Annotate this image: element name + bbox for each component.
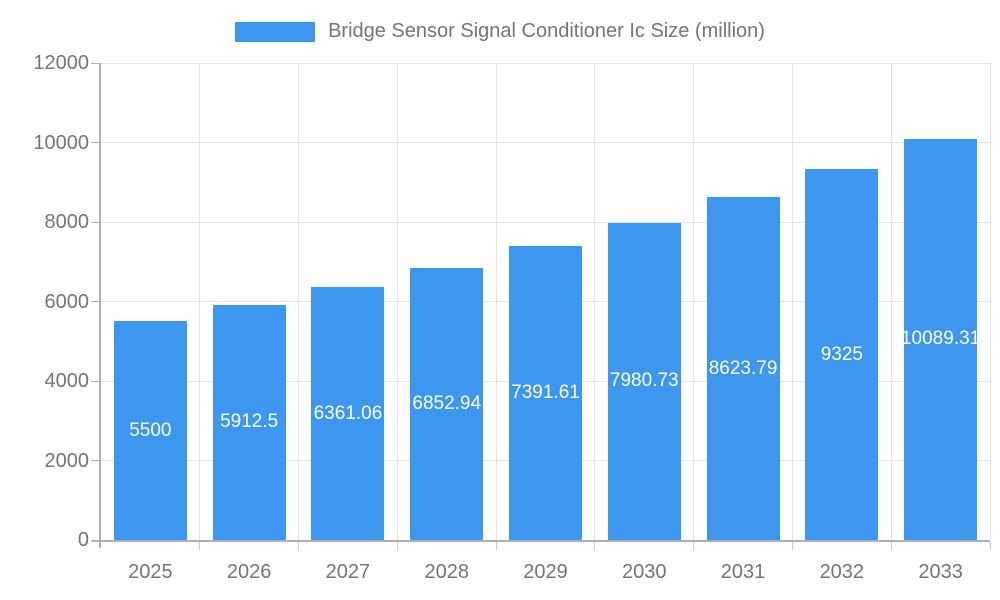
- bar-value-label: 7391.61: [511, 382, 580, 404]
- gridline-horizontal: [101, 221, 990, 223]
- gridline-vertical: [594, 63, 596, 540]
- y-axis-label: 8000: [44, 211, 90, 233]
- y-axis-label: 2000: [44, 449, 90, 472]
- x-axis-tick: [890, 542, 892, 550]
- y-axis-tick: [91, 460, 99, 461]
- x-axis-label: 2028: [424, 561, 469, 583]
- y-axis-tick: [91, 380, 99, 382]
- y-axis-tick: [91, 142, 99, 143]
- bar-2031[interactable]: [706, 197, 780, 540]
- x-axis-tick: [495, 542, 497, 550]
- bar-2029[interactable]: [509, 246, 582, 540]
- bar-value-label: 6361.06: [313, 402, 383, 424]
- gridline-vertical: [199, 63, 201, 540]
- x-axis-label: 2031: [720, 561, 766, 583]
- bar-2033[interactable]: [904, 138, 978, 540]
- legend[interactable]: Bridge Sensor Signal Conditioner Ic Size…: [0, 20, 1000, 43]
- gridline-vertical: [495, 63, 497, 540]
- y-axis-tick: [91, 221, 99, 223]
- legend-swatch-icon: [235, 21, 316, 42]
- gridline-vertical: [396, 63, 398, 540]
- bar-2032[interactable]: [805, 169, 879, 540]
- y-axis-label: 10000: [33, 131, 89, 154]
- gridline-vertical: [693, 63, 695, 540]
- y-axis-label: 12000: [33, 52, 89, 74]
- y-axis-line: [99, 63, 101, 548]
- x-axis-label: 2030: [622, 561, 667, 583]
- y-axis-label: 6000: [44, 290, 90, 313]
- x-axis-label: 2025: [128, 561, 173, 583]
- x-axis-label: 2029: [523, 561, 568, 583]
- gridline-vertical: [298, 63, 300, 540]
- x-axis-label: 2026: [226, 561, 272, 583]
- y-axis-label: 0: [77, 529, 89, 551]
- y-axis-label: 4000: [44, 370, 90, 392]
- y-axis-tick: [91, 62, 99, 64]
- x-axis-label: 2032: [819, 561, 865, 583]
- bar-2030[interactable]: [607, 222, 681, 540]
- gridline-horizontal: [101, 62, 990, 64]
- bar-value-label: 5500: [129, 419, 172, 441]
- bar-value-label: 9325: [820, 343, 863, 365]
- bar-value-label: 10089.31: [900, 328, 981, 350]
- y-axis-tick: [91, 539, 99, 541]
- y-axis-tick: [91, 301, 99, 302]
- x-axis-tick: [298, 542, 300, 550]
- bar-2027[interactable]: [311, 287, 385, 540]
- plot-area: 0 2000 4000 6000 8000 10000 12000 5500 2025 5912.…: [33, 52, 991, 583]
- x-axis-tick: [693, 542, 695, 550]
- x-axis-tick: [594, 542, 596, 550]
- x-axis-tick: [396, 542, 398, 550]
- bar-value-label: 7980.73: [609, 370, 679, 392]
- bar-value-label: 6852.94: [412, 392, 482, 414]
- bar-2025[interactable]: [113, 321, 187, 540]
- x-axis-tick: [989, 542, 991, 550]
- x-axis-tick: [199, 542, 201, 550]
- bar-2028[interactable]: [410, 267, 484, 540]
- x-axis-label: 2027: [325, 561, 371, 583]
- x-axis-tick: [791, 542, 793, 550]
- x-axis-label: 2033: [918, 561, 963, 583]
- gridline-vertical: [890, 63, 892, 540]
- bar-value-label: 5912.5: [220, 411, 279, 433]
- legend-label: Bridge Sensor Signal Conditioner Ic Size…: [328, 20, 765, 42]
- gridline-vertical: [989, 63, 991, 540]
- gridline-horizontal: [101, 142, 990, 143]
- bar-value-label: 8623.79: [708, 357, 778, 379]
- bar-2026[interactable]: [212, 304, 286, 540]
- gridline-vertical: [791, 63, 793, 540]
- x-axis-line: [92, 540, 990, 542]
